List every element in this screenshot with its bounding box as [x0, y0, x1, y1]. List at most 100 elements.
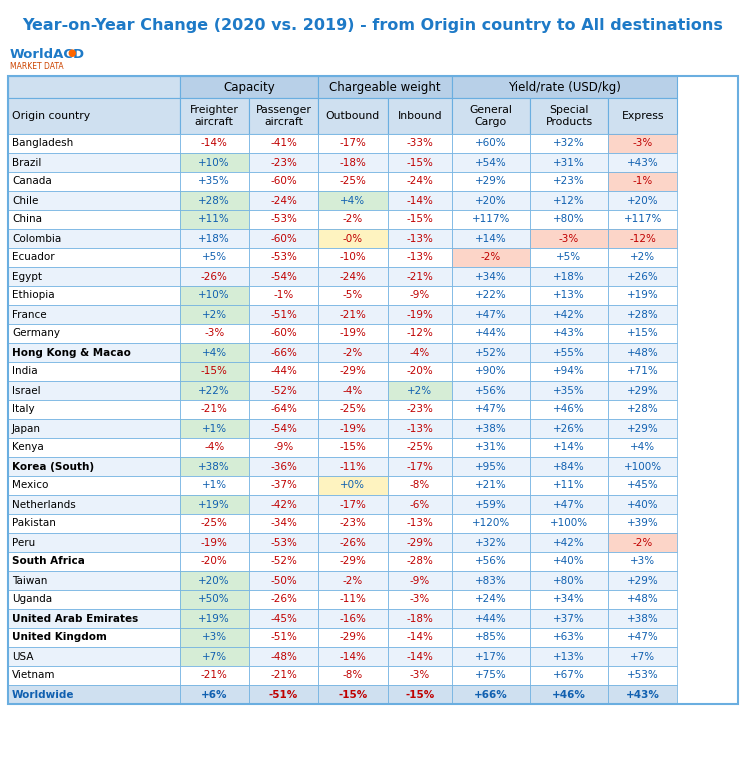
Bar	[388, 191, 452, 210]
Bar	[249, 134, 319, 153]
Text: -51%: -51%	[269, 690, 298, 699]
Text: Pakistan: Pakistan	[12, 519, 56, 528]
Bar	[452, 172, 530, 191]
Text: Canada: Canada	[12, 176, 51, 186]
Bar	[319, 495, 388, 514]
Bar	[388, 134, 452, 153]
Text: +55%: +55%	[553, 347, 585, 357]
Text: +100%: +100%	[550, 519, 588, 528]
Text: -24%: -24%	[407, 176, 433, 186]
Bar	[8, 533, 180, 552]
Text: -3%: -3%	[559, 233, 579, 244]
Text: -20%: -20%	[201, 556, 228, 566]
Bar	[180, 514, 249, 533]
Bar	[180, 400, 249, 419]
Bar	[388, 305, 452, 324]
Text: +20%: +20%	[198, 575, 230, 585]
Bar	[530, 134, 608, 153]
Bar	[388, 381, 452, 400]
Text: -25%: -25%	[339, 404, 366, 415]
Text: -29%: -29%	[339, 556, 366, 566]
Bar	[249, 609, 319, 628]
Text: +47%: +47%	[627, 633, 659, 643]
Bar	[608, 419, 677, 438]
Bar	[388, 229, 452, 248]
Text: -14%: -14%	[407, 195, 433, 205]
Bar	[249, 229, 319, 248]
Text: -13%: -13%	[407, 423, 433, 434]
Text: WorldACD: WorldACD	[10, 48, 85, 61]
Text: -16%: -16%	[339, 613, 366, 624]
Bar	[319, 305, 388, 324]
Bar	[8, 438, 180, 457]
Text: -1%: -1%	[633, 176, 653, 186]
Text: -15%: -15%	[201, 366, 228, 376]
Bar	[8, 457, 180, 476]
Bar	[8, 98, 180, 134]
Bar	[608, 666, 677, 685]
Text: +29%: +29%	[475, 176, 507, 186]
Bar	[452, 552, 530, 571]
Bar	[8, 495, 180, 514]
Text: +22%: +22%	[198, 385, 230, 395]
Text: +120%: +120%	[471, 519, 510, 528]
Bar	[180, 628, 249, 647]
Text: -21%: -21%	[201, 671, 228, 681]
Text: -2%: -2%	[343, 347, 363, 357]
Text: +67%: +67%	[553, 671, 585, 681]
Bar	[8, 666, 180, 685]
Text: +117%: +117%	[471, 214, 510, 225]
Bar	[608, 685, 677, 704]
Bar	[180, 476, 249, 495]
Bar	[319, 286, 388, 305]
Text: -29%: -29%	[339, 633, 366, 643]
Text: -9%: -9%	[410, 575, 430, 585]
Text: Kenya: Kenya	[12, 443, 44, 453]
Text: +37%: +37%	[553, 613, 585, 624]
Text: Hong Kong & Macao: Hong Kong & Macao	[12, 347, 131, 357]
Bar	[608, 153, 677, 172]
Bar	[388, 286, 452, 305]
Text: -19%: -19%	[407, 310, 433, 319]
Bar	[249, 571, 319, 590]
Text: Special
Products: Special Products	[545, 105, 592, 127]
Bar	[608, 590, 677, 609]
Bar	[452, 229, 530, 248]
Text: -8%: -8%	[410, 481, 430, 491]
Text: -19%: -19%	[201, 537, 228, 547]
Text: France: France	[12, 310, 46, 319]
Bar	[319, 647, 388, 666]
Bar	[388, 666, 452, 685]
Bar	[249, 590, 319, 609]
Text: -11%: -11%	[339, 594, 366, 605]
Bar	[8, 76, 180, 98]
Text: Egypt: Egypt	[12, 272, 42, 282]
Bar	[608, 172, 677, 191]
Bar	[180, 362, 249, 381]
Text: +26%: +26%	[627, 272, 659, 282]
Bar	[388, 438, 452, 457]
Bar	[530, 98, 608, 134]
Bar	[249, 98, 319, 134]
Text: +38%: +38%	[627, 613, 659, 624]
Text: +59%: +59%	[475, 500, 507, 509]
Bar	[608, 438, 677, 457]
Bar	[8, 362, 180, 381]
Bar	[319, 229, 388, 248]
Bar	[608, 647, 677, 666]
Text: -14%: -14%	[201, 139, 228, 148]
Text: +34%: +34%	[553, 594, 585, 605]
Text: Worldwide: Worldwide	[12, 690, 75, 699]
Bar	[388, 362, 452, 381]
Bar	[8, 476, 180, 495]
Bar	[8, 419, 180, 438]
Bar	[452, 267, 530, 286]
Bar	[452, 438, 530, 457]
Bar	[530, 514, 608, 533]
Text: -2%: -2%	[480, 253, 501, 263]
Text: +60%: +60%	[475, 139, 507, 148]
Text: +14%: +14%	[475, 233, 507, 244]
Text: +95%: +95%	[475, 462, 507, 472]
Text: -14%: -14%	[407, 633, 433, 643]
Bar	[530, 305, 608, 324]
